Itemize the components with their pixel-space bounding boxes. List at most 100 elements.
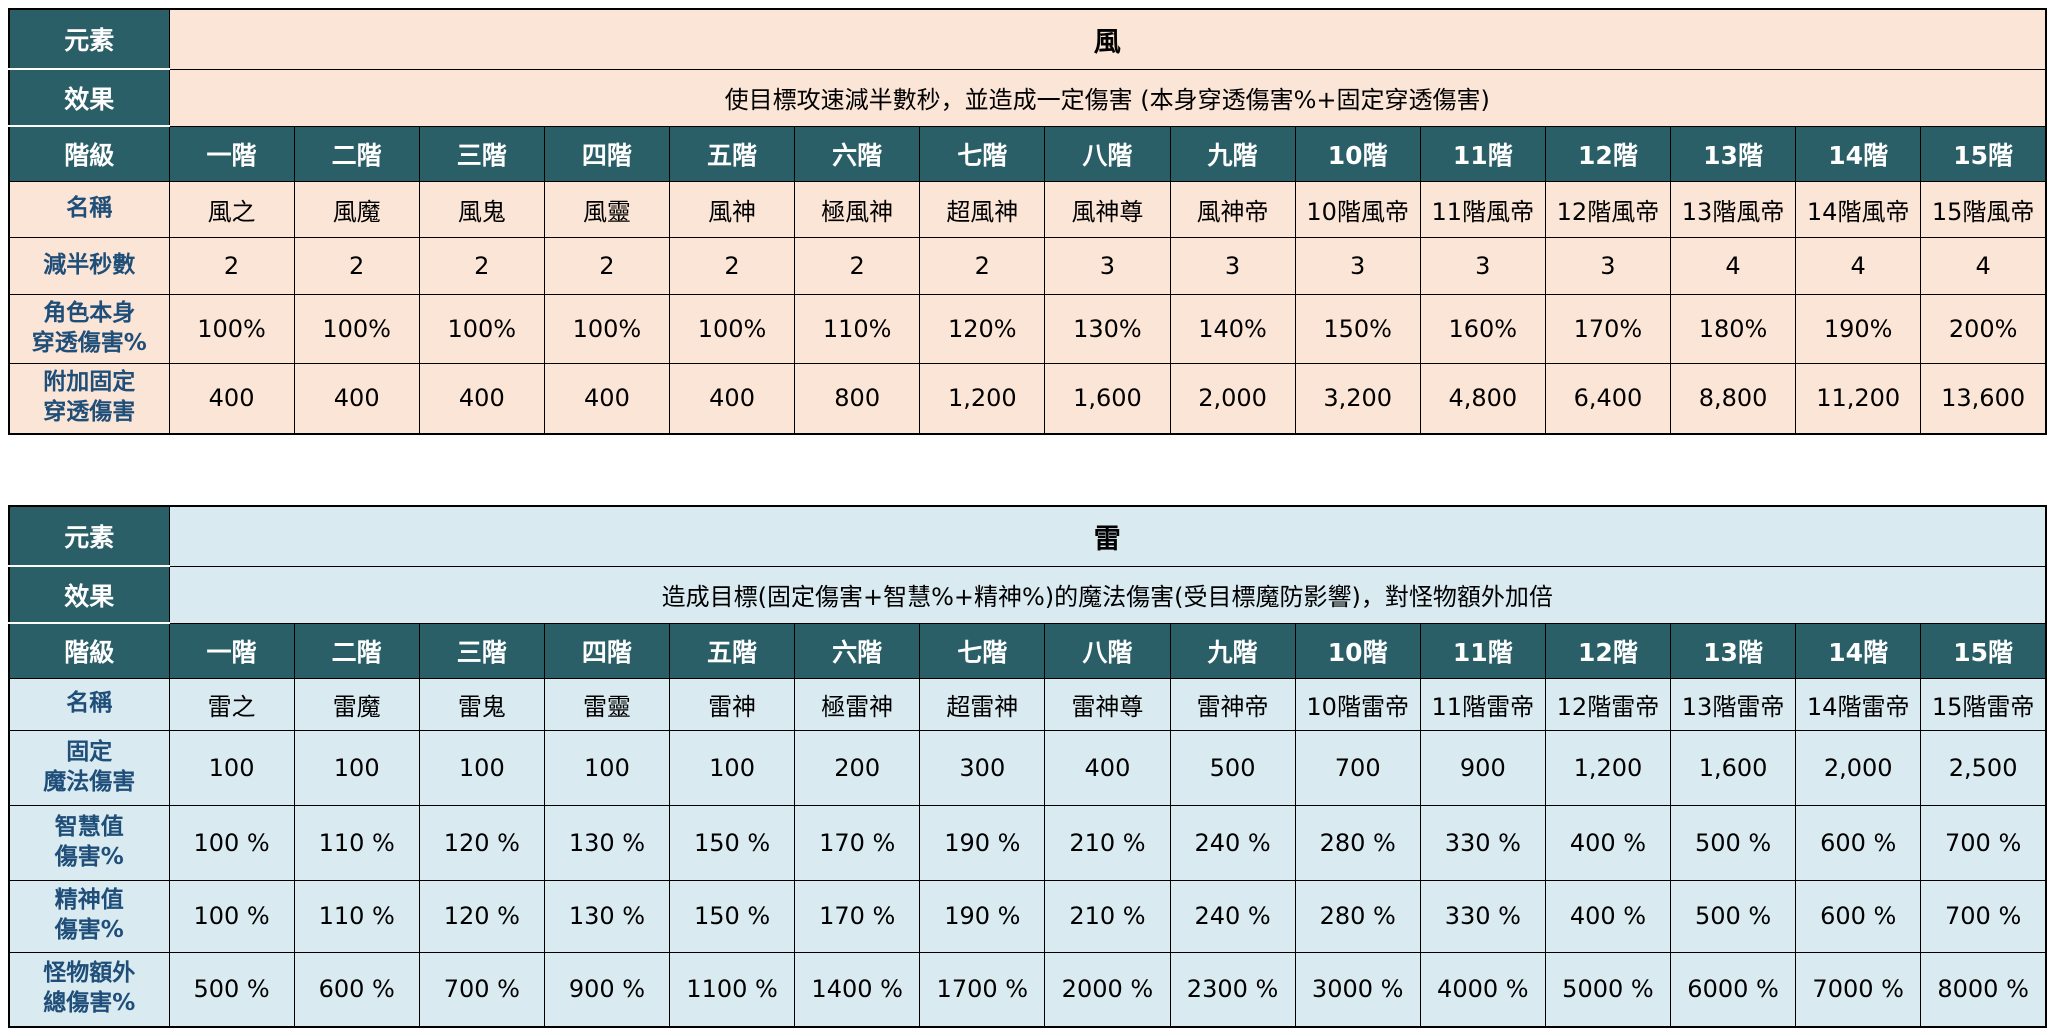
row-label-cell: 角色本身 穿透傷害%: [8, 293, 170, 364]
value-cell: 190%: [1795, 293, 1922, 364]
value-cell: 330 %: [1419, 879, 1546, 953]
value-cell: 400: [543, 362, 671, 435]
value-cell: 2: [168, 236, 295, 295]
tier-header-cell: 九階: [1169, 125, 1296, 182]
tier-header-cell: 15階: [1920, 125, 2047, 182]
table-row: 怪物額外 總傷害% 500 % 600 % 700 % 900 % 1100 % 1400 …: [8, 951, 2047, 1028]
tier-header-cell: 七階: [919, 622, 1046, 679]
value-cell: 400: [418, 362, 545, 435]
value-cell: 2,500: [1920, 729, 2047, 806]
element-label-cell: 元素: [8, 8, 170, 70]
value-cell: 100%: [418, 293, 545, 364]
value-cell: 2: [293, 236, 420, 295]
value-cell: 100%: [293, 293, 420, 364]
value-cell: 190 %: [919, 879, 1046, 953]
value-cell: 100: [418, 729, 545, 806]
value-cell: 120%: [919, 293, 1046, 364]
value-cell: 2000 %: [1044, 951, 1171, 1028]
value-cell: 14階風帝: [1795, 180, 1922, 238]
value-cell: 330 %: [1419, 804, 1546, 881]
value-cell: 280 %: [1294, 879, 1421, 953]
value-cell: 2,000: [1169, 362, 1296, 435]
value-cell: 110%: [794, 293, 921, 364]
value-cell: 風魔: [293, 180, 420, 238]
value-cell: 雷神尊: [1044, 677, 1171, 731]
value-cell: 140%: [1169, 293, 1296, 364]
value-cell: 110 %: [293, 804, 420, 881]
element-row: 元素風: [8, 8, 2047, 70]
value-cell: 600 %: [1795, 879, 1922, 953]
value-cell: 15階雷帝: [1920, 677, 2047, 731]
value-cell: 極風神: [794, 180, 921, 238]
effect-row: 效果 造成目標(固定傷害+智慧%+精神%)的魔法傷害(受目標魔防影響)，對怪物額外…: [8, 565, 2047, 624]
value-cell: 11,200: [1795, 362, 1922, 435]
row-label-cell: 附加固定 穿透傷害: [8, 362, 170, 435]
value-cell: 700: [1294, 729, 1421, 806]
value-cell: 500 %: [1669, 804, 1797, 881]
tier-header-cell: 二階: [293, 125, 420, 182]
value-cell: 700 %: [1920, 879, 2047, 953]
value-cell: 超雷神: [919, 677, 1046, 731]
tier-header-cell: 一階: [168, 125, 295, 182]
tier-header-cell: 三階: [418, 622, 545, 679]
value-cell: 極雷神: [794, 677, 921, 731]
value-cell: 800: [794, 362, 921, 435]
value-cell: 170 %: [794, 804, 921, 881]
value-cell: 2,000: [1795, 729, 1922, 806]
value-cell: 7000 %: [1795, 951, 1922, 1028]
value-cell: 100%: [668, 293, 796, 364]
value-cell: 190 %: [919, 804, 1046, 881]
tier-header-cell: 12階: [1544, 125, 1672, 182]
value-cell: 2: [668, 236, 796, 295]
wind-element-table: 元素風效果 使目標攻速減半數秒，並造成一定傷害 (本身穿透傷害%+固定穿透傷害) 階…: [8, 8, 2047, 435]
value-cell: 10階風帝: [1294, 180, 1421, 238]
value-cell: 100: [168, 729, 295, 806]
value-cell: 200: [794, 729, 921, 806]
tier-header-cell: 13階: [1669, 622, 1797, 679]
value-cell: 150%: [1294, 293, 1421, 364]
tier-header-cell: 11階: [1419, 125, 1546, 182]
value-cell: 1100 %: [668, 951, 796, 1028]
value-cell: 500 %: [168, 951, 295, 1028]
tier-header-cell: 11階: [1419, 622, 1546, 679]
tier-header-cell: 六階: [794, 125, 921, 182]
row-label-cell: 名稱: [8, 180, 170, 238]
value-cell: 100: [668, 729, 796, 806]
value-cell: 14階雷帝: [1795, 677, 1922, 731]
value-cell: 13階雷帝: [1669, 677, 1797, 731]
tier-header-cell: 一階: [168, 622, 295, 679]
value-cell: 1,600: [1669, 729, 1797, 806]
tier-header-cell: 二階: [293, 622, 420, 679]
effect-label-cell: 效果: [8, 68, 170, 127]
value-cell: 500 %: [1669, 879, 1797, 953]
value-cell: 4: [1795, 236, 1922, 295]
tier-header-cell: 六階: [794, 622, 921, 679]
value-cell: 雷神帝: [1169, 677, 1296, 731]
value-cell: 600 %: [293, 951, 420, 1028]
tier-header-cell: 13階: [1669, 125, 1797, 182]
value-cell: 3: [1544, 236, 1672, 295]
value-cell: 3,200: [1294, 362, 1421, 435]
value-cell: 600 %: [1795, 804, 1922, 881]
value-cell: 400: [293, 362, 420, 435]
table-row: 精神值 傷害% 100 % 110 % 120 % 130 % 150 % 170 % 190…: [8, 879, 2047, 953]
value-cell: 240 %: [1169, 879, 1296, 953]
value-cell: 110 %: [293, 879, 420, 953]
value-cell: 100%: [168, 293, 295, 364]
value-cell: 風神: [668, 180, 796, 238]
value-cell: 超風神: [919, 180, 1046, 238]
effect-text-cell: 使目標攻速減半數秒，並造成一定傷害 (本身穿透傷害%+固定穿透傷害): [168, 68, 2047, 127]
value-cell: 雷神: [668, 677, 796, 731]
tier-header-cell: 14階: [1795, 125, 1922, 182]
table-row: 名稱 風之 風魔 風鬼 風靈 風神 極風神 超風神 風神尊 風神帝 10階風帝 11階風帝 12階風帝 1…: [8, 180, 2047, 238]
value-cell: 雷之: [168, 677, 295, 731]
element-label-cell: 元素: [8, 505, 170, 567]
value-cell: 400: [168, 362, 295, 435]
value-cell: 8,800: [1669, 362, 1797, 435]
table-row: 固定 魔法傷害 100 100 100 100 100 200 300 400 500 700 900…: [8, 729, 2047, 806]
value-cell: 風鬼: [418, 180, 545, 238]
table-row: 附加固定 穿透傷害 400 400 400 400 400 800 1,200 1,600 2,0…: [8, 362, 2047, 435]
value-cell: 130%: [1044, 293, 1171, 364]
value-cell: 700 %: [1920, 804, 2047, 881]
value-cell: 3: [1419, 236, 1546, 295]
